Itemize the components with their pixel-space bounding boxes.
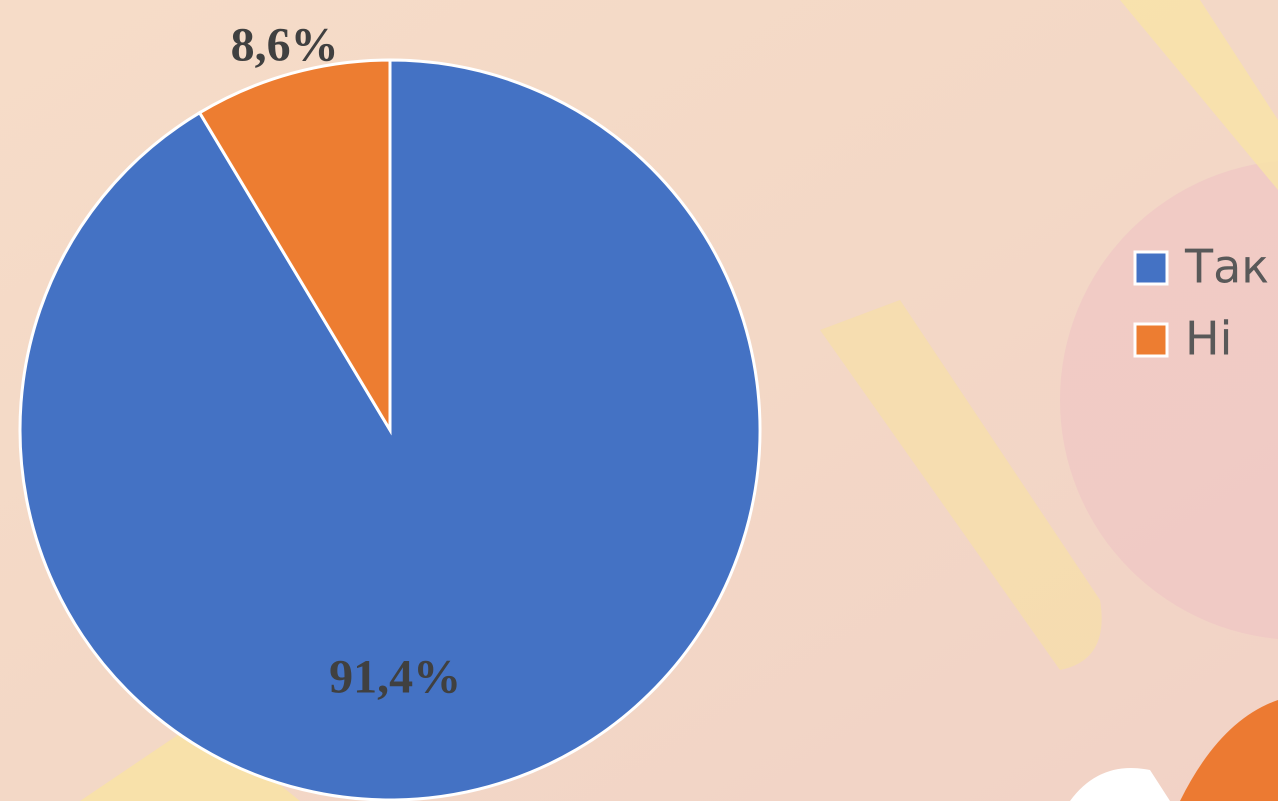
- decoration: [80, 720, 300, 801]
- decoration: [1060, 161, 1278, 639]
- legend: Так Ні: [1133, 240, 1269, 366]
- data-label: 91,4%: [329, 651, 461, 704]
- legend-label: Так: [1184, 240, 1269, 294]
- decoration: [820, 300, 1102, 670]
- decoration: [1120, 0, 1278, 190]
- data-label: 8,6%: [231, 18, 339, 71]
- decoration: [1070, 768, 1170, 801]
- pie: 91,4% 8,6%: [18, 18, 762, 801]
- pie-slice: [197, 58, 392, 436]
- legend-label: Ні: [1185, 312, 1232, 366]
- legend-swatch: [1133, 250, 1169, 286]
- decoration: [1180, 700, 1278, 801]
- legend-swatch: [1133, 322, 1169, 358]
